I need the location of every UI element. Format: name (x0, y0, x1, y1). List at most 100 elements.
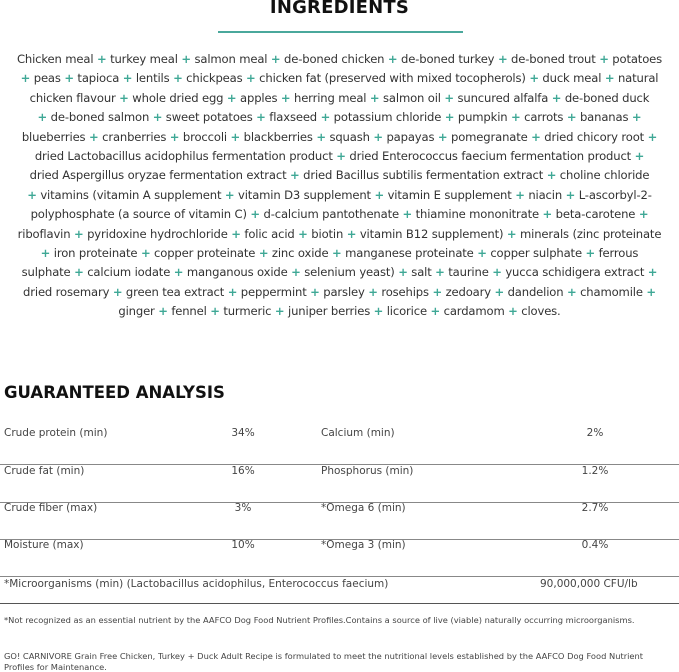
plus-separator-icon: + (316, 129, 326, 144)
ingredient-text: salt (407, 265, 436, 280)
nutrient-label: Calcium (min) (321, 427, 395, 439)
ingredient-text: squash (325, 129, 374, 144)
plus-separator-icon: + (310, 284, 320, 299)
ingredient-text: riboflavin (17, 226, 74, 241)
ingredients-title: INGREDIENTS (269, 0, 410, 18)
ingredient-text: suncured alfalfa (453, 90, 552, 105)
microorganisms-value: 90,000,000 CFU/lb (540, 578, 638, 590)
nutrient-label: Phosphorus (min) (321, 465, 414, 477)
plus-separator-icon: + (40, 245, 51, 260)
ingredient-text: manganese proteinate (341, 245, 478, 260)
ingredient-line: chicken flavour + whole dried egg + appl… (0, 89, 679, 108)
ingredient-text: de-boned chicken (280, 52, 388, 66)
plus-separator-icon: + (320, 110, 331, 125)
nutrient-value: 16% (231, 465, 255, 477)
plus-separator-icon: + (112, 284, 123, 299)
ingredient-text: potassium chloride (330, 110, 445, 125)
ingredient-text: tapioca (73, 71, 123, 86)
ingredient-text: dandelion (504, 284, 567, 299)
ingredient-text: herring meal (290, 90, 370, 105)
ingredient-line: polyphosphate (a source of vitamin C) + … (0, 205, 679, 224)
ingredient-text: d-calcium pantothenate (259, 207, 403, 222)
plus-separator-icon: + (631, 110, 642, 125)
plus-separator-icon: + (565, 187, 576, 202)
plus-separator-icon: + (332, 245, 342, 260)
ingredient-text: carrots (520, 110, 567, 125)
ingredient-text: sweet potatoes (162, 110, 257, 125)
plus-separator-icon: + (402, 207, 413, 222)
ingredient-text: blackberries (240, 129, 317, 144)
ingredient-line: dried rosemary + green tea extract + pep… (0, 283, 679, 302)
ingredient-text: whole dried egg (128, 90, 227, 105)
nutrient-value: 2% (586, 427, 604, 439)
plus-separator-icon: + (122, 71, 133, 86)
ingredient-text: dried Bacillus subtilis fermentation ext… (299, 168, 547, 183)
ingredient-text: biotin (307, 226, 347, 241)
ingredient-line: blueberries + cranberries + broccoli + b… (0, 128, 679, 147)
ingredient-text: de-boned duck (561, 90, 650, 105)
ingredient-text: blueberries (21, 129, 89, 144)
ingredient-text: niacin (524, 187, 566, 202)
plus-separator-icon: + (374, 187, 385, 202)
footnote: *Not recognized as an essential nutrient… (4, 615, 635, 625)
guaranteed-analysis-title: GUARANTEED ANALYSIS (4, 383, 225, 402)
plus-separator-icon: + (634, 148, 645, 163)
plus-separator-icon: + (246, 71, 256, 86)
ingredient-text: dried rosemary (23, 284, 113, 299)
plus-separator-icon: + (387, 52, 398, 66)
ingredient-text: copper sulphate (486, 245, 586, 260)
ingredient-text: de-boned trout (507, 52, 600, 66)
plus-separator-icon: + (506, 226, 517, 241)
ingredient-text: vitamins (vitamin A supplement (36, 187, 225, 202)
ingredient-text: fennel (167, 304, 211, 319)
ingredient-text: dried Enterococcus faecium fermentation … (345, 148, 635, 163)
ingredient-text: ferrous (595, 245, 639, 260)
plus-separator-icon: + (444, 110, 455, 125)
plus-separator-icon: + (369, 90, 380, 105)
ingredient-text: bananas (576, 110, 632, 125)
microorganisms-row: *Microorganisms (min) (Lactobacillus aci… (0, 578, 679, 604)
ingredient-text: vitamin E supplement (384, 187, 516, 202)
plus-separator-icon: + (477, 245, 487, 260)
plus-separator-icon: + (74, 265, 84, 280)
plus-separator-icon: + (566, 284, 577, 299)
ingredient-text: chicken flavour (29, 90, 120, 105)
title-underline (218, 31, 463, 33)
plus-separator-icon: + (27, 187, 37, 202)
plus-separator-icon: + (368, 284, 378, 299)
ingredient-text: zedoary (442, 284, 495, 299)
plus-separator-icon: + (230, 129, 241, 144)
plus-separator-icon: + (181, 52, 191, 66)
plus-separator-icon: + (435, 265, 445, 280)
plus-separator-icon: + (542, 207, 553, 222)
ingredient-text: calcium iodate (83, 265, 174, 280)
ingredient-text: yucca schidigera extract (501, 265, 648, 280)
plus-separator-icon: + (270, 52, 281, 66)
plus-separator-icon: + (585, 245, 596, 260)
ingredient-text: L-ascorbyl-2- (575, 187, 652, 202)
microorganisms-label: *Microorganisms (min) (Lactobacillus aci… (4, 578, 389, 590)
plus-separator-icon: + (290, 168, 300, 183)
plus-separator-icon: + (88, 129, 99, 144)
ingredient-text: broccoli (179, 129, 231, 144)
plus-separator-icon: + (531, 129, 541, 144)
plus-separator-icon: + (373, 129, 383, 144)
ingredient-text: peppermint (237, 284, 311, 299)
plus-separator-icon: + (432, 284, 443, 299)
ingredient-line: + iron proteinate + copper proteinate + … (0, 244, 679, 263)
ingredient-line: + peas + tapioca + lentils + chickpeas +… (0, 69, 679, 88)
nutrient-label: Crude fiber (max) (4, 502, 98, 514)
ingredient-text: manganous oxide (183, 265, 292, 280)
plus-separator-icon: + (566, 110, 577, 125)
ingredient-text: salmon meal (190, 52, 271, 66)
ingredient-text: lentils (132, 71, 174, 86)
ingredient-text: rosehips (377, 284, 433, 299)
ingredient-text: flaxseed (265, 110, 321, 125)
ingredient-text: cloves. (517, 304, 561, 319)
nutrient-value: 3% (234, 502, 252, 514)
plus-separator-icon: + (227, 284, 238, 299)
plus-separator-icon: + (529, 71, 539, 86)
ingredient-text: de-boned salmon (47, 110, 153, 125)
plus-separator-icon: + (224, 187, 235, 202)
plus-separator-icon: + (96, 52, 107, 66)
